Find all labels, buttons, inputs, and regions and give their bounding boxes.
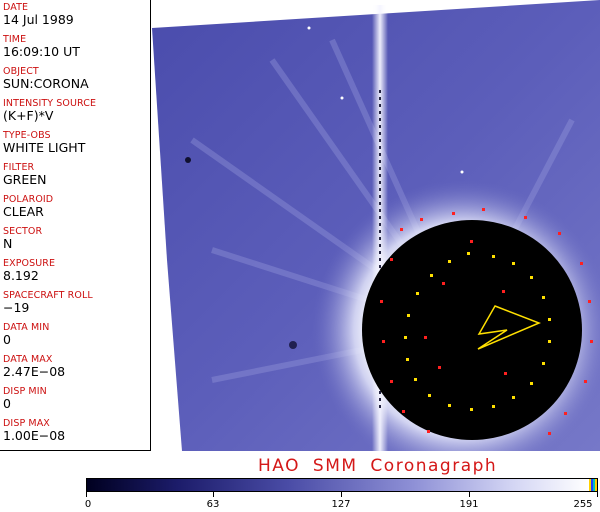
colorbar-gradient <box>87 479 589 491</box>
meta-label: DATE <box>3 2 29 13</box>
occulter-disk <box>362 220 582 440</box>
meta-label: EXPOSURE <box>3 258 56 269</box>
coronagraph-image <box>152 0 600 451</box>
colorbar-tick-label: 127 <box>331 499 351 510</box>
meta-type-obs: TYPE-OBS WHITE LIGHT <box>3 131 85 155</box>
meta-label: INTENSITY SOURCE <box>3 98 97 109</box>
colorbar-tick <box>597 492 598 497</box>
meta-value: (K+F)*V <box>3 108 54 123</box>
meta-label: DATA MIN <box>3 322 50 333</box>
meta-value: 8.192 <box>3 268 39 283</box>
meta-disp-max: DISP MAX 1.00E−08 <box>3 419 65 443</box>
meta-sector: SECTOR N <box>3 227 42 251</box>
meta-value: 1.00E−08 <box>3 428 66 443</box>
meta-value: WHITE LIGHT <box>3 140 86 155</box>
meta-value: 2.47E−08 <box>3 364 66 379</box>
colorbar-tick <box>341 492 342 497</box>
meta-label: SPACECRAFT ROLL <box>3 290 93 301</box>
meta-label: DISP MAX <box>3 418 50 429</box>
meta-polaroid: POLAROID CLEAR <box>3 195 53 219</box>
meta-exposure: EXPOSURE 8.192 <box>3 259 55 283</box>
colorbar <box>86 478 598 492</box>
meta-label: DISP MIN <box>3 386 47 397</box>
colorbar-tick-label: 191 <box>459 499 479 510</box>
colorbar-overflow-colors <box>589 479 597 491</box>
meta-data-max: DATA MAX 2.47E−08 <box>3 355 65 379</box>
meta-disp-min: DISP MIN 0 <box>3 387 47 411</box>
meta-label: FILTER <box>3 162 35 173</box>
meta-filter: FILTER GREEN <box>3 163 47 187</box>
red-markers <box>380 208 593 435</box>
colorbar-tick <box>86 492 87 497</box>
meta-intensity-source: INTENSITY SOURCE (K+F)*V <box>3 99 96 123</box>
meta-value: SUN:CORONA <box>3 76 89 91</box>
meta-value: 16:09:10 UT <box>3 44 80 59</box>
meta-value: 0 <box>3 396 11 411</box>
meta-value: CLEAR <box>3 204 44 219</box>
meta-label: TYPE-OBS <box>3 130 51 141</box>
meta-value: N <box>3 236 13 251</box>
meta-value: 14 Jul 1989 <box>3 12 74 27</box>
meta-time: TIME 16:09:10 UT <box>3 35 80 59</box>
colorbar-tick-label: 63 <box>206 499 220 510</box>
meta-date: DATE 14 Jul 1989 <box>3 3 74 27</box>
meta-object: OBJECT SUN:CORONA <box>3 67 89 91</box>
colorbar-tick-label: 255 <box>573 499 593 510</box>
yellow-markers <box>404 252 551 411</box>
region-outline <box>477 305 541 350</box>
meta-value: GREEN <box>3 172 47 187</box>
meta-value: 0 <box>3 332 11 347</box>
meta-label: DATA MAX <box>3 354 53 365</box>
meta-label: SECTOR <box>3 226 43 237</box>
metadata-panel: DATE 14 Jul 1989 TIME 16:09:10 UT OBJECT… <box>0 0 151 451</box>
colorbar-tick-label: 0 <box>84 499 92 510</box>
meta-label: POLAROID <box>3 194 54 205</box>
colorbar-tick <box>469 492 470 497</box>
meta-data-min: DATA MIN 0 <box>3 323 49 347</box>
meta-label: TIME <box>3 34 27 45</box>
meta-value: −19 <box>3 300 30 315</box>
instrument-title: HAO SMM Coronagraph <box>258 456 498 476</box>
meta-spacecraft-roll: SPACECRAFT ROLL −19 <box>3 291 93 315</box>
colorbar-tick <box>213 492 214 497</box>
meta-label: OBJECT <box>3 66 39 77</box>
